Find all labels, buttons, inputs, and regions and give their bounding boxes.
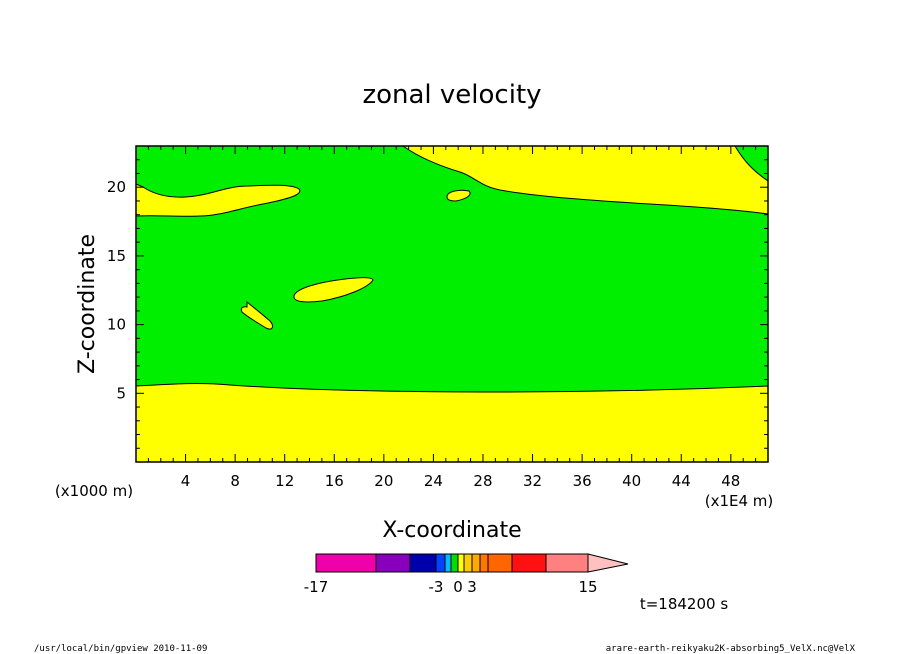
x-tick-label: 20 xyxy=(374,472,393,490)
x-axis-label: X-coordinate xyxy=(382,518,521,543)
colorbar-segment xyxy=(479,553,489,573)
x-unit-label: (x1E4 m) xyxy=(705,492,774,510)
colorbar xyxy=(315,553,629,573)
colorbar-tick-labels: -17 -3 0 3 15 xyxy=(304,578,598,596)
x-tick-label: 24 xyxy=(424,472,443,490)
colorbar-segment xyxy=(409,553,437,573)
colorbar-segment xyxy=(487,553,513,573)
colorbar-segment xyxy=(450,553,459,573)
x-tick-label: 36 xyxy=(573,472,592,490)
colorbar-tick-label: 15 xyxy=(578,578,597,596)
colorbar-segment xyxy=(435,553,446,573)
time-label: t=184200 s xyxy=(640,595,728,613)
y-tick-label: 10 xyxy=(107,316,126,334)
x-tick-label: 28 xyxy=(473,472,492,490)
colorbar-tick-label: -3 xyxy=(429,578,444,596)
x-tick-label: 32 xyxy=(523,472,542,490)
region-yellow-island-mid xyxy=(293,277,374,303)
colorbar-segment xyxy=(471,553,481,573)
y-tick-labels: 5 10 15 20 xyxy=(107,178,126,402)
y-axis-label: Z-coordinate xyxy=(75,234,100,374)
colorbar-segment xyxy=(463,553,473,573)
colorbar-segment xyxy=(457,553,465,573)
contour-plot xyxy=(135,145,769,463)
y-tick-label: 15 xyxy=(107,247,126,265)
colorbar-tick-label: 3 xyxy=(467,578,477,596)
axis-ticks xyxy=(136,146,768,462)
x-tick-label: 8 xyxy=(230,472,240,490)
colorbar-segment xyxy=(315,553,377,573)
colorbar-tick-label: 0 xyxy=(453,578,463,596)
x-tick-label: 4 xyxy=(181,472,191,490)
region-yellow-lower xyxy=(135,382,769,463)
x-tick-labels: 4 8 12 16 20 24 28 32 36 40 44 48 xyxy=(181,472,741,490)
y-unit-label: (x1000 m) xyxy=(55,482,133,500)
region-yellow-island-small xyxy=(446,189,471,202)
colorbar-segment xyxy=(375,553,411,573)
x-tick-label: 40 xyxy=(622,472,641,490)
colorbar-segment xyxy=(444,553,452,573)
region-yellow-island-thin xyxy=(240,300,274,330)
plot-frame xyxy=(135,145,769,463)
x-tick-label: 16 xyxy=(325,472,344,490)
colorbar-segment xyxy=(545,553,589,573)
x-tick-label: 48 xyxy=(721,472,740,490)
colorbar-tick-label: -17 xyxy=(304,578,329,596)
footer-right: arare-earth-reikyaku2K-absorbing5_VelX.n… xyxy=(606,644,856,654)
y-tick-label: 5 xyxy=(116,384,126,402)
colorbar-segment xyxy=(511,553,547,573)
region-yellow-upper-left xyxy=(135,183,301,217)
colorbar-arrow xyxy=(587,553,629,573)
x-tick-label: 12 xyxy=(275,472,294,490)
footer-left: /usr/local/bin/gpview 2010-11-09 xyxy=(34,644,207,654)
chart-title: zonal velocity xyxy=(362,80,541,110)
x-tick-label: 44 xyxy=(672,472,691,490)
y-tick-label: 20 xyxy=(107,178,126,196)
